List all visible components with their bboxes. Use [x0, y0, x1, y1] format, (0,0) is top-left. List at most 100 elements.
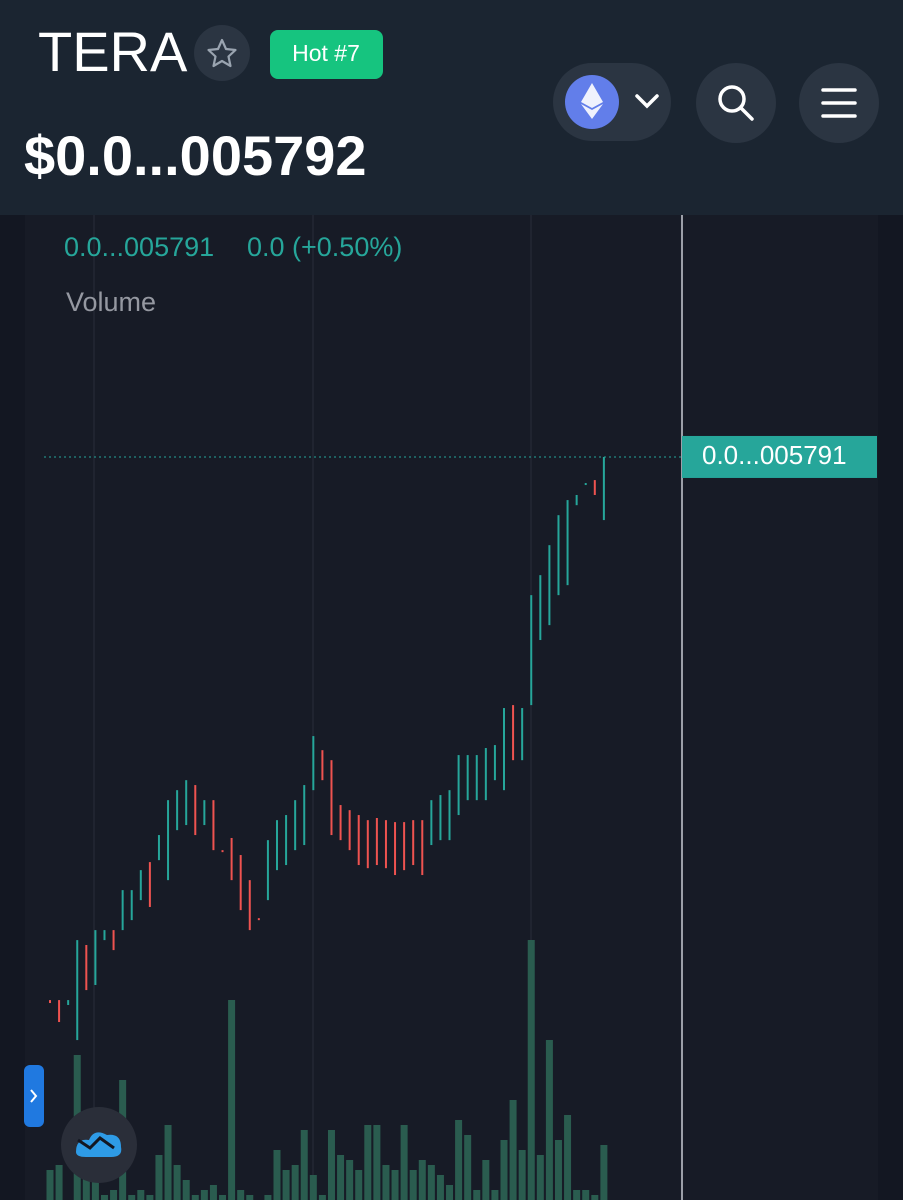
volume-bar: [436, 1175, 444, 1200]
candle: [421, 820, 424, 876]
candle: [339, 805, 342, 841]
candle: [185, 780, 188, 826]
volume-bar: [46, 1170, 54, 1200]
volume-bar: [409, 1170, 417, 1200]
legend-price: 0.0...005791: [64, 232, 214, 262]
candle: [176, 790, 179, 831]
volume-bar: [282, 1170, 290, 1200]
volume-bar: [346, 1160, 354, 1200]
candle: [85, 945, 88, 991]
candle: [157, 835, 160, 861]
volume-bar: [164, 1125, 172, 1200]
volume-bar: [382, 1165, 390, 1200]
volume-bar: [209, 1185, 217, 1200]
hot-badge: [270, 30, 383, 79]
candle: [58, 1000, 61, 1023]
volume-bar: [137, 1190, 145, 1200]
volume-bar: [527, 940, 535, 1200]
candle: [167, 800, 170, 881]
volume-bar: [337, 1155, 345, 1200]
favorite-button[interactable]: [194, 25, 250, 81]
volume-bar: [128, 1195, 136, 1200]
volume-bar: [582, 1190, 590, 1200]
candle: [412, 820, 415, 866]
tradingview-logo[interactable]: [61, 1107, 137, 1183]
legend-change: 0.0 (+0.50%): [247, 232, 402, 262]
candle: [466, 755, 469, 801]
volume-bar: [100, 1195, 108, 1200]
candle: [512, 705, 515, 761]
volume-bar: [155, 1155, 163, 1200]
candle: [394, 822, 397, 876]
candle: [357, 815, 360, 866]
volume-bar: [600, 1145, 608, 1200]
volume-bar: [318, 1195, 326, 1200]
candle: [566, 500, 569, 586]
volume-bar: [228, 1000, 236, 1200]
candle: [257, 918, 260, 921]
candle: [148, 862, 151, 907]
search-button[interactable]: [696, 63, 776, 143]
token-price: $0.0...005792: [24, 124, 367, 187]
chain-selector[interactable]: [553, 63, 671, 141]
volume-bar: [55, 1165, 63, 1200]
candle: [239, 855, 242, 911]
volume-bar: [482, 1160, 490, 1200]
last-price-label: 0.0...005791: [702, 440, 847, 470]
candle: [248, 880, 251, 931]
volume-bar: [191, 1195, 199, 1200]
candle: [266, 840, 269, 901]
side-toggle[interactable]: [24, 1065, 44, 1127]
volume-bar: [446, 1185, 454, 1200]
volume-bar: [554, 1140, 562, 1200]
volume-bar: [518, 1150, 526, 1200]
candle: [321, 750, 324, 781]
volume-bar: [237, 1190, 245, 1200]
volume-bar: [355, 1170, 363, 1200]
volume-bar: [364, 1125, 372, 1200]
volume-bar: [200, 1190, 208, 1200]
candle: [530, 595, 533, 706]
candle: [348, 810, 351, 851]
candle: [139, 870, 142, 901]
volume-bar: [536, 1155, 544, 1200]
volume-bar: [146, 1195, 154, 1200]
volume-bar: [309, 1175, 317, 1200]
volume-bar: [455, 1120, 463, 1200]
volume-bar: [219, 1195, 227, 1200]
candle: [203, 800, 206, 826]
candle: [221, 850, 224, 853]
volume-bar: [491, 1190, 499, 1200]
candle: [76, 940, 79, 1041]
candle: [403, 822, 406, 871]
hot-badge-text: Hot #7: [292, 40, 360, 66]
candle: [548, 545, 551, 626]
candle: [330, 760, 333, 836]
menu-button[interactable]: [799, 63, 879, 143]
candle: [49, 1000, 51, 1004]
candle: [112, 930, 115, 951]
volume-bar: [110, 1190, 118, 1200]
candle: [312, 736, 315, 791]
volume-bar: [173, 1165, 181, 1200]
candle: [584, 483, 587, 486]
candle: [276, 820, 278, 871]
candle: [521, 708, 524, 761]
candle: [484, 748, 487, 801]
candle: [294, 800, 297, 851]
candle: [384, 820, 387, 869]
volume-bar: [300, 1130, 308, 1200]
candle: [475, 755, 478, 801]
volume-bar: [500, 1140, 508, 1200]
volume-bar: [264, 1195, 272, 1200]
candle: [457, 755, 460, 816]
candle: [285, 815, 288, 866]
volume-bar: [591, 1195, 599, 1200]
volume-bar: [427, 1165, 435, 1200]
candle: [575, 494, 578, 506]
volume-bar: [509, 1100, 517, 1200]
candle: [493, 745, 496, 781]
candle: [375, 817, 378, 866]
candle: [448, 790, 451, 841]
